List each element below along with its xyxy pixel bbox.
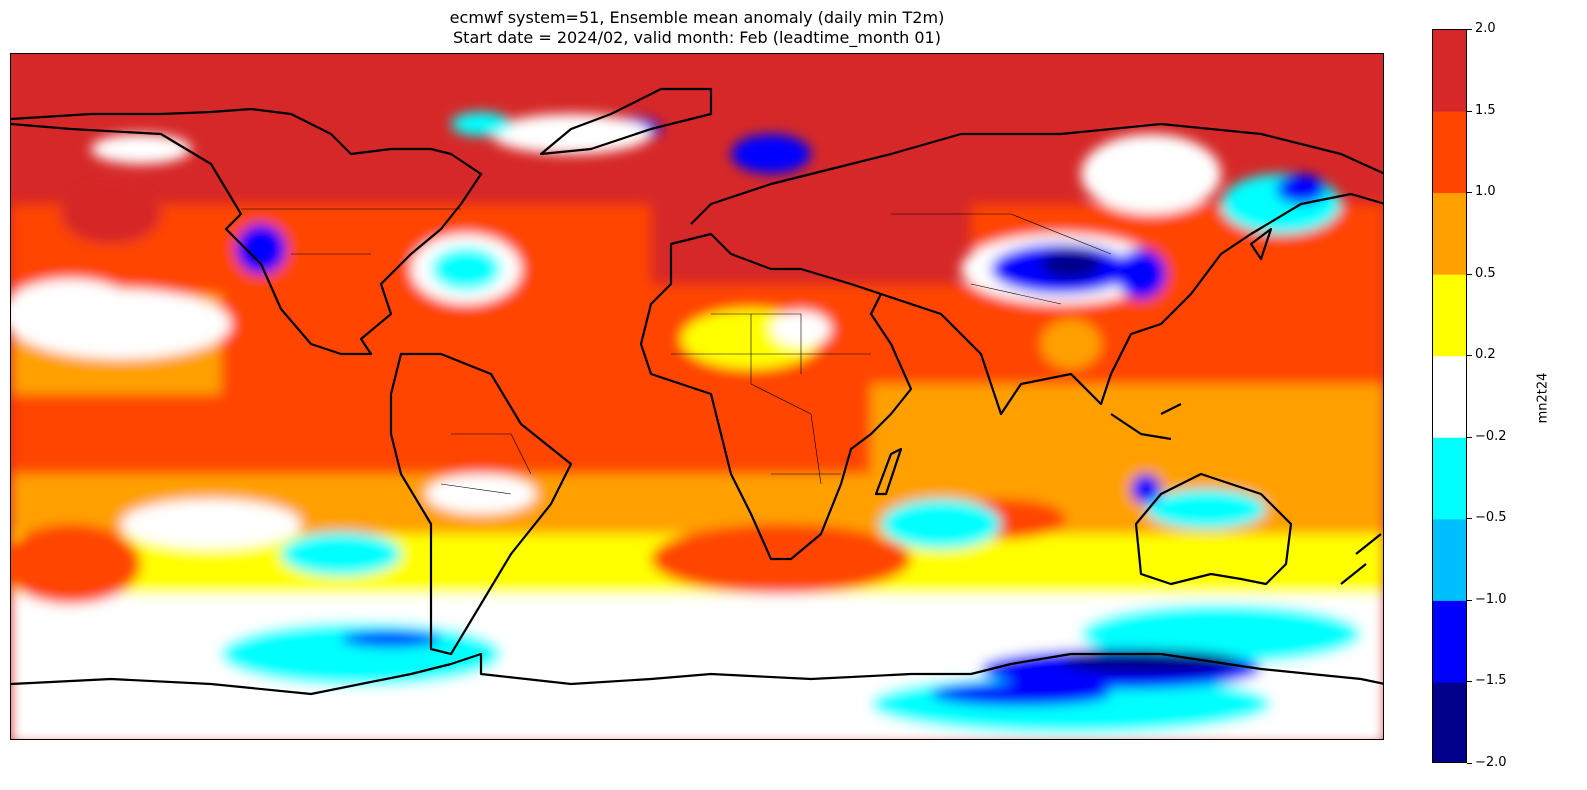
colorbar-tick-mark xyxy=(1467,273,1472,275)
colorbar-swatch xyxy=(1433,193,1466,276)
colorbar-tick-mark xyxy=(1467,436,1472,438)
colorbar-tick-mark xyxy=(1467,681,1472,683)
colorbar-tick-mark xyxy=(1467,192,1472,194)
colorbar-swatch xyxy=(1433,274,1466,357)
colorbar-tick-mark xyxy=(1467,29,1472,30)
colorbar-tick-label: 2.0 xyxy=(1475,21,1496,36)
colorbar-tick-label: 1.0 xyxy=(1475,184,1496,200)
colorbar-tick-label: −2.0 xyxy=(1475,755,1507,770)
colorbar-tick-label: −1.5 xyxy=(1475,673,1507,689)
colorbar-tick-label: 0.2 xyxy=(1475,347,1496,363)
colorbar-tick-label: −0.5 xyxy=(1475,510,1507,526)
colorbar-swatch xyxy=(1433,437,1466,520)
anomaly-map xyxy=(10,53,1384,740)
colorbar-tick-label: −0.2 xyxy=(1475,428,1507,444)
colorbar-tick-mark xyxy=(1467,599,1472,601)
map-canvas xyxy=(11,54,1383,739)
anomaly-fields xyxy=(11,112,1383,739)
colorbar-label: mn2t24 xyxy=(1535,372,1551,424)
coastlines xyxy=(11,87,1383,696)
colorbar-swatch xyxy=(1433,356,1466,439)
colorbar-tick-mark xyxy=(1467,518,1472,520)
colorbar-tick-label: −1.0 xyxy=(1475,591,1507,607)
plot-title-line-2: Start date = 2024/02, valid month: Feb (… xyxy=(453,28,941,47)
colorbar-swatch xyxy=(1433,682,1466,762)
plot-title-line-1: ecmwf system=51, Ensemble mean anomaly (… xyxy=(449,8,945,27)
colorbar-swatch xyxy=(1433,519,1466,602)
colorbar-tick-label: 0.5 xyxy=(1475,265,1496,281)
colorbar-swatch xyxy=(1433,600,1466,683)
colorbar-tick-mark xyxy=(1467,355,1472,357)
colorbar-swatch xyxy=(1433,111,1466,194)
colorbar-swatch xyxy=(1433,30,1466,113)
colorbar-tick-mark xyxy=(1467,110,1472,112)
colorbar-tick-mark xyxy=(1467,763,1472,764)
colorbar-tick-label: 1.5 xyxy=(1475,102,1496,118)
colorbar-swatches xyxy=(1433,30,1466,762)
country-borders xyxy=(241,208,1112,495)
colorbar xyxy=(1432,29,1467,763)
